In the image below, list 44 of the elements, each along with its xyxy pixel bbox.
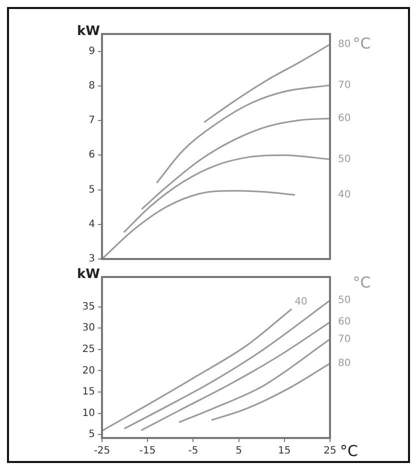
text: 40 (338, 190, 351, 201)
x-tick-label: 15 (278, 446, 291, 457)
y-tick-label: 6 (88, 150, 95, 161)
line-series (102, 308, 292, 432)
x-tick-label: 25 (324, 446, 336, 457)
series-label: 80 (338, 38, 351, 50)
line-series (156, 84, 330, 184)
y-tick-label: 25 (82, 344, 95, 355)
series-label: 50 (338, 295, 351, 306)
x-tick-label: -15 (139, 446, 156, 457)
line-series (178, 338, 330, 424)
line-series (203, 44, 330, 124)
y-tick-label: 7 (88, 115, 95, 126)
series-label: 80 (338, 358, 351, 370)
series-label: 60 (338, 316, 351, 328)
series-label: 70 (338, 80, 351, 91)
x-tick-label: 5 (236, 446, 242, 457)
y-tick-label: 20 (82, 365, 95, 376)
series-label: 60 (338, 113, 351, 124)
y-tick-label: 8 (88, 80, 95, 92)
x-tick-label: -5 (188, 446, 198, 457)
line-series (102, 190, 296, 259)
y-tick-label: 35 (82, 301, 95, 312)
y-tick-label: 9 (88, 46, 95, 57)
y-tick-label: 5 (88, 429, 95, 440)
line-series (140, 118, 330, 210)
line-series (123, 154, 330, 234)
y-tick-label: 10 (82, 408, 95, 419)
y-tick-label: 5 (88, 184, 95, 196)
y-axis-title: kW (77, 266, 100, 282)
y-tick-label: 30 (82, 322, 95, 334)
legend-title: °C (352, 273, 371, 292)
legend-title: °C (352, 34, 371, 52)
x-tick-label: -25 (94, 446, 110, 457)
y-tick-label: 15 (82, 386, 95, 398)
y-tick-label: 3 (88, 254, 95, 265)
x-axis-title: °C (340, 442, 358, 460)
line-series (140, 321, 330, 432)
y-axis-title: kW (77, 24, 100, 39)
series-label: 40 (294, 296, 308, 308)
line-series (210, 362, 330, 421)
series-label: 50 (338, 154, 351, 165)
y-tick-label: 4 (88, 218, 95, 230)
series-label: 70 (338, 334, 351, 345)
